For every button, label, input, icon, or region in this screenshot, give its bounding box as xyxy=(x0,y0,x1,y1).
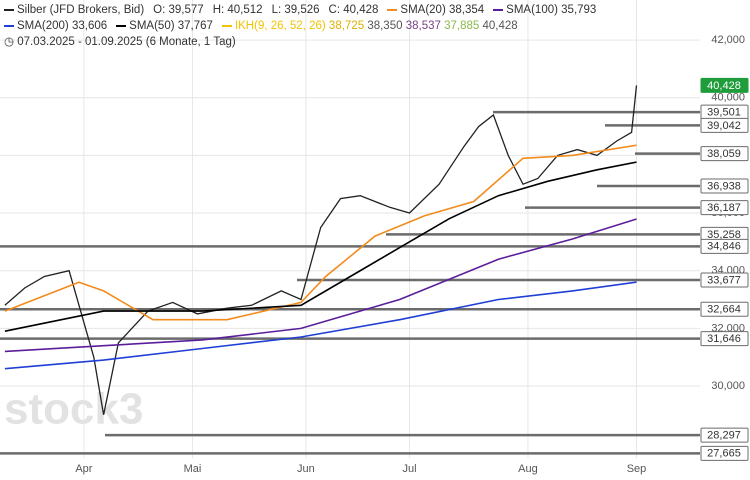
legend-name: SMA(50) xyxy=(129,20,175,32)
level-label: 31,646 xyxy=(707,333,741,345)
legend-value: 38,537 xyxy=(405,20,441,32)
date-range-text: 07.03.2025 - 01.09.2025 (6 Monate, 1 Tag… xyxy=(17,36,236,48)
level-label-box xyxy=(700,238,749,254)
date-range: ◷ 07.03.2025 - 01.09.2025 (6 Monate, 1 T… xyxy=(4,36,236,48)
level-label: 39,501 xyxy=(707,107,741,119)
y-tick-label: 30,000 xyxy=(711,380,745,392)
level-label: 40,428 xyxy=(707,80,741,92)
legend-row: Silber (JFD Brokers, Bid) O: 39,577 H: 4… xyxy=(4,2,596,18)
level-label: 38,059 xyxy=(707,148,741,160)
y-tick-label: 42,000 xyxy=(711,34,745,46)
legend: Silber (JFD Brokers, Bid) O: 39,577 H: 4… xyxy=(4,2,596,50)
level-label-box xyxy=(700,146,749,162)
level-label-box xyxy=(700,427,749,443)
legend-swatch xyxy=(387,8,398,11)
level-label-box xyxy=(700,200,749,216)
legend-swatch xyxy=(116,24,127,27)
x-tick-label: Mai xyxy=(184,463,202,475)
level-label: 35,258 xyxy=(707,229,741,241)
legend-item: SMA(20) 38,354 xyxy=(387,2,484,18)
ohlc-open: O: 39,577 xyxy=(153,4,204,16)
legend-item: SMA(100) 35,793 xyxy=(493,2,596,18)
legend-value: 38,725 xyxy=(328,20,365,32)
level-label: 32,664 xyxy=(707,304,741,316)
instrument-name: Silber (JFD Brokers, Bid) xyxy=(17,4,145,16)
legend-value: 38,350 xyxy=(367,20,403,32)
legend-name: SMA(200) xyxy=(17,20,69,32)
legend-value: 40,428 xyxy=(482,20,518,32)
level-label-box xyxy=(700,272,749,288)
level-label: 36,938 xyxy=(707,180,741,192)
x-tick-label: Aug xyxy=(518,463,538,475)
ohlc-close: C: 40,428 xyxy=(328,4,379,16)
legend-item: IKH(9, 26, 52, 26) 38,725 38,350 38,537 … xyxy=(221,18,518,34)
level-label: 28,297 xyxy=(707,430,741,442)
x-tick-label: Jul xyxy=(403,463,417,475)
level-label: 36,187 xyxy=(707,202,741,214)
level-label-box xyxy=(700,445,749,461)
level-label-box xyxy=(700,117,749,133)
level-label-box xyxy=(700,301,749,317)
price-line xyxy=(4,85,638,415)
y-tick-label: 40,000 xyxy=(711,92,745,104)
instrument: Silber (JFD Brokers, Bid) xyxy=(4,2,144,18)
ohlc-low: L: 39,526 xyxy=(271,4,320,16)
sma-line xyxy=(4,218,637,353)
legend-value: 37,885 xyxy=(444,20,480,32)
legend-item: SMA(50) 37,767 xyxy=(116,18,213,34)
legend-item: SMA(200) 33,606 xyxy=(4,18,107,34)
legend-value: 33,606 xyxy=(71,20,108,32)
level-label: 34,846 xyxy=(707,241,741,253)
legend-name: SMA(20) xyxy=(400,4,446,16)
ohlc-high: H: 40,512 xyxy=(212,4,263,16)
level-label: 39,042 xyxy=(707,120,741,132)
x-tick-label: Jun xyxy=(297,463,315,475)
legend-name: IKH(9, 26, 52, 26) xyxy=(234,20,326,32)
sma-line xyxy=(4,281,637,370)
legend-value: 35,793 xyxy=(561,4,597,16)
sma-line xyxy=(4,161,637,332)
legend-swatch xyxy=(493,8,504,11)
legend-swatch xyxy=(4,24,14,27)
legend-value: 38,354 xyxy=(448,4,485,16)
level-label-box xyxy=(700,331,749,347)
sma-line xyxy=(4,144,637,321)
x-tick-label: Sep xyxy=(627,463,647,475)
legend-value: 37,767 xyxy=(177,20,213,32)
level-label: 33,677 xyxy=(707,274,741,286)
legend-swatch xyxy=(221,24,232,27)
watermark: stock3 xyxy=(4,385,143,434)
legend-row: SMA(200) 33,606 SMA(50) 37,767 IKH(9, 26… xyxy=(4,18,596,34)
legend-row: ◷ 07.03.2025 - 01.09.2025 (6 Monate, 1 T… xyxy=(4,34,596,50)
x-tick-label: Apr xyxy=(75,463,92,475)
level-label-box xyxy=(700,178,749,194)
legend-name: SMA(100) xyxy=(506,4,558,16)
level-label: 27,665 xyxy=(707,448,741,460)
level-label-box xyxy=(700,77,749,93)
